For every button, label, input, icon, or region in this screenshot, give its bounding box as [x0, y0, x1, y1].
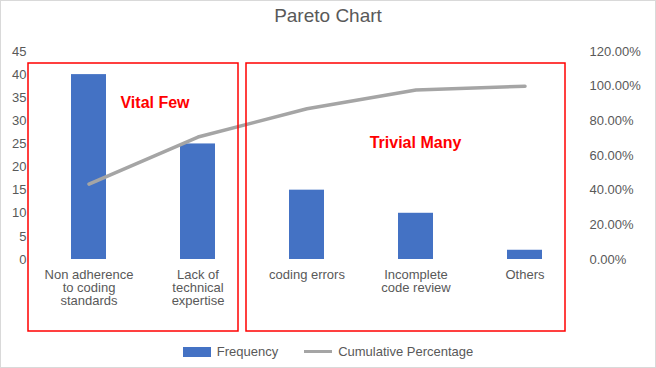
svg-text:25: 25: [12, 136, 26, 151]
svg-text:10: 10: [12, 205, 26, 220]
svg-text:100.00%: 100.00%: [590, 78, 642, 93]
svg-text:45: 45: [12, 44, 26, 59]
svg-text:60.00%: 60.00%: [590, 148, 635, 163]
svg-text:Trivial Many: Trivial Many: [370, 134, 462, 151]
svg-text:0: 0: [19, 252, 26, 267]
svg-text:5: 5: [19, 229, 26, 244]
svg-text:20: 20: [12, 159, 26, 174]
svg-text:Lack oftechnicalexpertise: Lack oftechnicalexpertise: [172, 267, 225, 308]
svg-text:Others: Others: [505, 267, 545, 282]
svg-text:Vital Few: Vital Few: [120, 94, 190, 111]
svg-text:Incompletecode review: Incompletecode review: [381, 267, 451, 295]
svg-text:0.00%: 0.00%: [590, 252, 627, 267]
html-text:Frequency: Frequency: [216, 344, 279, 359]
svg-text:Non adherenceto codingstandard: Non adherenceto codingstandards: [45, 267, 134, 308]
svg-text:20.00%: 20.00%: [590, 217, 635, 232]
svg-text:35: 35: [12, 90, 26, 105]
svg-text:coding errors: coding errors: [269, 267, 345, 282]
svg-text:120.00%: 120.00%: [590, 44, 642, 59]
svg-text:40: 40: [12, 67, 26, 82]
svg-text:15: 15: [12, 182, 26, 197]
svg-text:40.00%: 40.00%: [590, 182, 635, 197]
svg-text:80.00%: 80.00%: [590, 113, 635, 128]
svg-text:30: 30: [12, 113, 26, 128]
html-text:Cumulative Percentage: Cumulative Percentage: [338, 344, 474, 359]
html-text:Pareto Chart: Pareto Chart: [274, 5, 382, 26]
